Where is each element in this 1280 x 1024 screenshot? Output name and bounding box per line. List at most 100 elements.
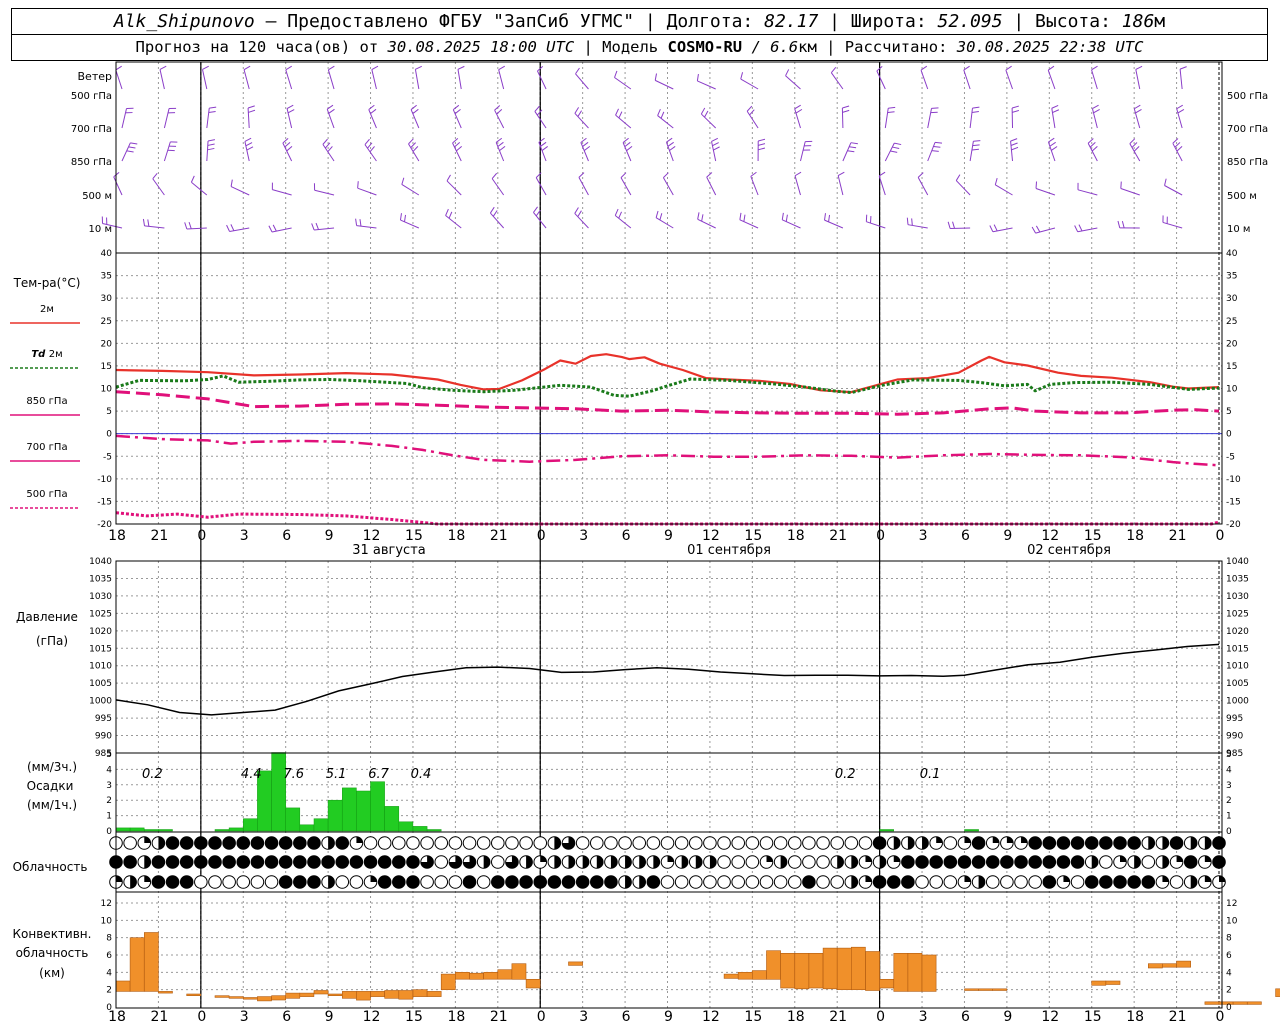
wind-barb-staff [884, 108, 889, 129]
wind-barb-staff [1162, 221, 1183, 229]
cloud-symbol [208, 855, 222, 869]
cloud-symbol [1099, 836, 1113, 850]
temp-series-2м [115, 353, 1220, 394]
cloud-symbol [1183, 875, 1198, 889]
wind-barb-flag [1176, 145, 1183, 152]
cloud-symbol-fill [1162, 855, 1169, 869]
cloud-symbol-fill [152, 875, 165, 889]
wind-barb-staff [575, 73, 589, 90]
cloud-symbol-fill [596, 855, 604, 869]
cloud-symbol-ring [632, 836, 647, 850]
cloud-symbol-ring [816, 836, 830, 850]
wind-barb-staff [920, 69, 929, 90]
wind-barb [355, 218, 377, 229]
temp-tick-label-right: 40 [1226, 249, 1238, 259]
cloud-symbol [575, 836, 590, 850]
wind-barb-flag [491, 172, 498, 179]
conv-bar [1275, 988, 1280, 997]
wind-barb-staff [272, 189, 292, 196]
conv-bar [243, 997, 258, 1000]
wind-barb [368, 104, 377, 129]
wind-barb-flag [972, 106, 980, 109]
cloud-symbol [137, 836, 152, 850]
pressure-tick-label-right: 1020 [1226, 627, 1249, 637]
cloud-symbol [236, 875, 251, 889]
cloud-symbol [717, 855, 731, 869]
cloud-symbol-fill [1113, 875, 1127, 889]
wind-barb-flag [758, 143, 766, 146]
hour-tick-label: 0 [197, 528, 206, 544]
wind-barb-staff [950, 227, 971, 230]
cloud-symbol-fill [483, 855, 490, 869]
wind-barb-staff [824, 219, 844, 229]
cloud-symbol [420, 875, 434, 889]
cloud-symbol-ring [816, 855, 830, 869]
wind-barb [876, 65, 886, 90]
cloud-symbol-fill [992, 836, 1000, 843]
wind-barb [830, 66, 844, 90]
pressure-tick-label: 1035 [89, 574, 112, 584]
wind-barb [969, 106, 980, 129]
cloud-symbol [787, 836, 802, 850]
wind-barb-staff [357, 187, 377, 196]
cloud-symbol-ring [773, 836, 788, 850]
wind-barb-flag [370, 108, 377, 114]
cloud-symbol-fill [463, 875, 476, 889]
wind-barb-staff [794, 175, 801, 196]
wind-barb-flag [315, 222, 319, 230]
wind-barb-flag [842, 105, 850, 109]
wind-barb-staff [314, 227, 335, 231]
wind-barb [620, 172, 632, 196]
conv-bar [992, 988, 1008, 991]
cloud-symbol [476, 875, 491, 889]
cloud-symbol [561, 875, 576, 889]
calc-label: | Рассчитано: [816, 38, 957, 56]
wind-barb [700, 107, 717, 129]
cloud-symbol [745, 855, 760, 869]
wind-barb [662, 172, 674, 196]
wind-barb-flag [973, 140, 981, 142]
temp-tick-label: 30 [101, 294, 113, 304]
cloud-symbol-ring [787, 855, 802, 869]
wind-barb-flag [994, 177, 998, 185]
cloud-symbol [363, 836, 378, 850]
cloud-symbol [660, 836, 675, 850]
cloud-symbol [759, 836, 774, 850]
wind-barb [739, 212, 759, 229]
conv-panel-title-1: Конвективн. [13, 927, 92, 941]
cloud-symbol [505, 855, 519, 869]
cloud-symbol-ring [759, 875, 774, 889]
pressure-tick-label-right: 1035 [1226, 574, 1249, 584]
cloud-symbol-ring [420, 836, 434, 850]
cloud-symbol [703, 836, 717, 850]
cloud-symbol-fill [873, 875, 886, 889]
wind-barb [445, 208, 462, 229]
hour-tick-label: 9 [664, 528, 673, 544]
wind-barb-staff [159, 69, 165, 90]
cloud-symbol [688, 875, 703, 889]
temp-tick-label-right: 10 [1226, 385, 1238, 395]
wind-barb [884, 142, 902, 162]
wind-barb-flag [489, 206, 495, 214]
cloud-symbol-ring [802, 836, 816, 850]
wind-barb-staff [1133, 108, 1141, 129]
pressure-panel-title: Давление [16, 610, 78, 624]
wind-barb-flag [126, 150, 134, 153]
conv-bar [794, 952, 810, 990]
wind-barb-flag [285, 65, 292, 71]
cloud-symbol-ring [377, 836, 392, 850]
wind-barb [614, 208, 632, 229]
precip-bar [879, 829, 894, 832]
wind-barb [327, 65, 335, 90]
wind-barb-flag [1091, 65, 1098, 71]
labels: 1818212100336699121215151818212100336699… [10, 70, 1268, 1024]
wind-barb-staff [247, 108, 250, 129]
wind-barb-flag [1012, 109, 1020, 113]
temp-tick-label: -5 [103, 452, 112, 462]
cloud-symbol [392, 875, 406, 889]
cloud-symbol [123, 836, 137, 850]
station-name: Alk_Shipunovo [113, 11, 255, 32]
hour-tick-label: 12 [702, 1009, 720, 1024]
conv-bar [341, 991, 357, 999]
cloud-symbol-fill [236, 836, 250, 850]
